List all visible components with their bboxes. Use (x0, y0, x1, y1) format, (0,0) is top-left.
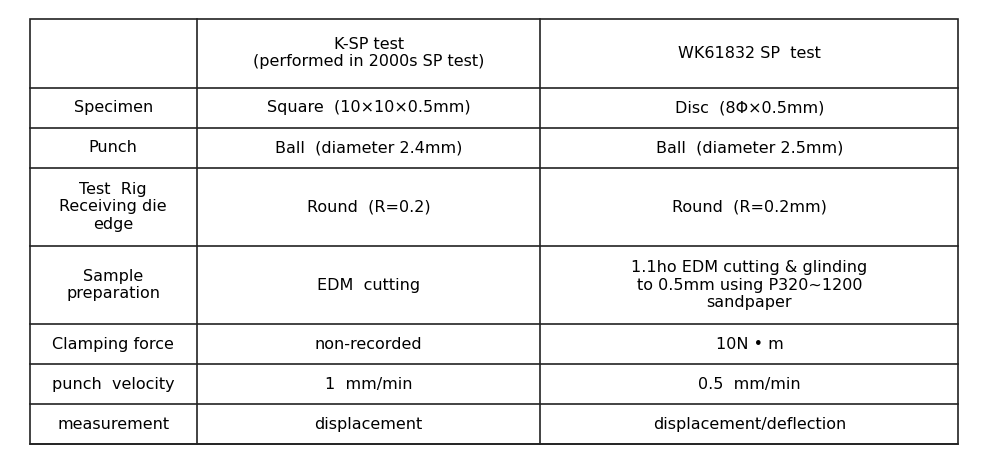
Bar (540, 246, 958, 324)
Bar (197, 88, 540, 128)
Bar (30, 128, 197, 168)
Text: punch  velocity: punch velocity (52, 377, 175, 392)
Text: 1.1ho EDM cutting & glinding
to 0.5mm using P320~1200
sandpaper: 1.1ho EDM cutting & glinding to 0.5mm us… (631, 260, 867, 310)
Text: Round  (R=0.2): Round (R=0.2) (307, 200, 431, 214)
Bar (30, 246, 197, 324)
Bar (197, 246, 540, 324)
Text: Square  (10×10×0.5mm): Square (10×10×0.5mm) (267, 100, 470, 115)
Text: EDM  cutting: EDM cutting (317, 277, 420, 293)
Text: 1  mm/min: 1 mm/min (325, 377, 412, 392)
Text: measurement: measurement (57, 417, 169, 432)
Text: Clamping force: Clamping force (52, 337, 174, 351)
Bar (540, 364, 958, 404)
Text: displacement: displacement (314, 417, 423, 432)
Bar (30, 88, 197, 128)
Text: Ball  (diameter 2.4mm): Ball (diameter 2.4mm) (275, 140, 462, 156)
Text: Specimen: Specimen (73, 100, 153, 115)
Text: WK61832 SP  test: WK61832 SP test (678, 45, 821, 61)
Bar (197, 364, 540, 404)
Bar (540, 88, 958, 128)
Text: Disc  (8Φ×0.5mm): Disc (8Φ×0.5mm) (675, 100, 824, 115)
Bar (30, 324, 197, 364)
Bar (540, 324, 958, 364)
Text: 0.5  mm/min: 0.5 mm/min (699, 377, 800, 392)
Bar (197, 324, 540, 364)
Bar (197, 128, 540, 168)
Bar (197, 404, 540, 444)
Text: Sample
preparation: Sample preparation (66, 269, 160, 301)
Bar (197, 19, 540, 88)
Text: displacement/deflection: displacement/deflection (653, 417, 846, 432)
Text: K-SP test
(performed in 2000s SP test): K-SP test (performed in 2000s SP test) (253, 37, 484, 69)
Text: non-recorded: non-recorded (315, 337, 423, 351)
Text: Test  Rig
Receiving die
edge: Test Rig Receiving die edge (59, 182, 167, 232)
Text: 10N • m: 10N • m (715, 337, 783, 351)
Bar (540, 128, 958, 168)
Text: Punch: Punch (89, 140, 137, 156)
Text: Round  (R=0.2mm): Round (R=0.2mm) (672, 200, 827, 214)
Bar (540, 168, 958, 246)
Bar (540, 19, 958, 88)
Bar (540, 404, 958, 444)
Bar (197, 168, 540, 246)
Bar (30, 168, 197, 246)
Bar (30, 364, 197, 404)
Bar (30, 19, 197, 88)
Bar (30, 404, 197, 444)
Text: Ball  (diameter 2.5mm): Ball (diameter 2.5mm) (656, 140, 843, 156)
